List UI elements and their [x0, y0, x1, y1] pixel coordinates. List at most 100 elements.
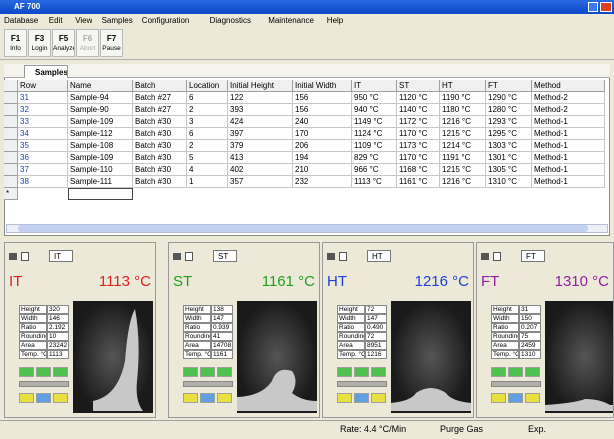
control-button[interactable] [183, 367, 198, 377]
table-cell[interactable]: 38 [18, 176, 68, 188]
menu-item[interactable]: Diagnostics [210, 16, 251, 25]
control-button[interactable] [36, 367, 51, 377]
table-cell[interactable]: 34 [18, 128, 68, 140]
title-bar: AF 700 [0, 0, 614, 14]
slider[interactable] [337, 381, 387, 387]
control-button[interactable] [354, 367, 369, 377]
scroll-thumb[interactable] [18, 225, 588, 232]
table-cell[interactable]: 36 [18, 152, 68, 164]
table-cell[interactable]: 32 [18, 104, 68, 116]
table-cell[interactable]: 37 [18, 164, 68, 176]
table-cell: 1290 °C [486, 92, 532, 104]
stat-label: Width [19, 314, 47, 323]
print-icon[interactable] [9, 253, 17, 260]
new-row-dropdown[interactable] [68, 188, 133, 200]
table-cell: Batch #30 [133, 152, 187, 164]
table-cell: 1109 °C [352, 140, 397, 152]
print-icon[interactable] [481, 253, 489, 260]
menu-item[interactable]: View [75, 16, 92, 25]
menu-item[interactable]: Edit [49, 16, 63, 25]
table-cell[interactable]: 31 [18, 92, 68, 104]
control-button[interactable] [525, 367, 540, 377]
stat-value: 1216 [365, 350, 387, 359]
nav-button[interactable] [508, 393, 523, 403]
stat-label: Width [183, 314, 211, 323]
stat-label: Temp. °C [183, 350, 211, 359]
table-cell: 156 [293, 104, 352, 116]
nav-button[interactable] [354, 393, 369, 403]
table-cell: 1113 °C [352, 176, 397, 188]
menu-item[interactable]: Database [4, 16, 38, 25]
stat-value: 0.939 [211, 323, 233, 332]
button-label: Analyze [53, 45, 74, 52]
table-cell: Sample-109 [68, 116, 133, 128]
table-cell: Method-1 [532, 128, 605, 140]
stat-value: 1113 [47, 350, 69, 359]
control-button[interactable] [200, 367, 215, 377]
close-button[interactable] [600, 2, 612, 12]
minimize-button[interactable] [588, 2, 598, 12]
slider[interactable] [19, 381, 69, 387]
stat-label: Ratio [491, 323, 519, 332]
control-button[interactable] [19, 367, 34, 377]
nav-button[interactable] [217, 393, 232, 403]
menu-item[interactable]: Samples [102, 16, 133, 25]
control-button[interactable] [217, 367, 232, 377]
stat-label: Ratio [337, 323, 365, 332]
panel-name: HT [327, 273, 347, 290]
panel-tab[interactable]: IT [49, 250, 73, 262]
row-selector [4, 104, 18, 116]
control-button[interactable] [491, 367, 506, 377]
control-button[interactable] [53, 367, 68, 377]
stat-value: 23242 [47, 341, 69, 350]
slider[interactable] [183, 381, 233, 387]
view-icon[interactable] [493, 252, 501, 261]
table-cell: 240 [293, 116, 352, 128]
column-header: Initial Height [228, 80, 293, 92]
nav-button[interactable] [491, 393, 506, 403]
control-button[interactable] [508, 367, 523, 377]
table-cell: 1280 °C [486, 104, 532, 116]
table-cell: 1215 °C [440, 164, 486, 176]
nav-button[interactable] [19, 393, 34, 403]
nav-button[interactable] [36, 393, 51, 403]
panel-tab[interactable]: ST [213, 250, 237, 262]
nav-button[interactable] [183, 393, 198, 403]
nav-button[interactable] [53, 393, 68, 403]
nav-button[interactable] [525, 393, 540, 403]
stat-value: 0.490 [365, 323, 387, 332]
sample-image [545, 301, 613, 413]
row-selector [4, 164, 18, 176]
table-cell: 1168 °C [397, 164, 440, 176]
table-cell[interactable]: 35 [18, 140, 68, 152]
panel-name: ST [173, 273, 192, 290]
view-icon[interactable] [339, 252, 347, 261]
stat-label: Width [491, 314, 519, 323]
print-icon[interactable] [327, 253, 335, 260]
table-cell: 1120 °C [397, 92, 440, 104]
view-icon[interactable] [21, 252, 29, 261]
menu-item[interactable]: Configuration [142, 16, 190, 25]
panel-tab[interactable]: HT [367, 250, 391, 262]
control-button[interactable] [371, 367, 386, 377]
panel-tab[interactable]: FT [521, 250, 545, 262]
stat-label: Temp. °C [19, 350, 47, 359]
samples-tab[interactable]: Samples [24, 65, 68, 78]
print-icon[interactable] [173, 253, 181, 260]
table-cell: Batch #30 [133, 116, 187, 128]
nav-button[interactable] [371, 393, 386, 403]
menu-item[interactable]: Help [327, 16, 343, 25]
nav-button[interactable] [337, 393, 352, 403]
control-button[interactable] [337, 367, 352, 377]
menu-item[interactable]: Maintenance [268, 16, 314, 25]
stat-label: Temp. °C [491, 350, 519, 359]
nav-button[interactable] [200, 393, 215, 403]
slider[interactable] [491, 381, 541, 387]
table-cell[interactable]: 33 [18, 116, 68, 128]
view-icon[interactable] [185, 252, 193, 261]
stat-value: 75 [519, 332, 541, 341]
